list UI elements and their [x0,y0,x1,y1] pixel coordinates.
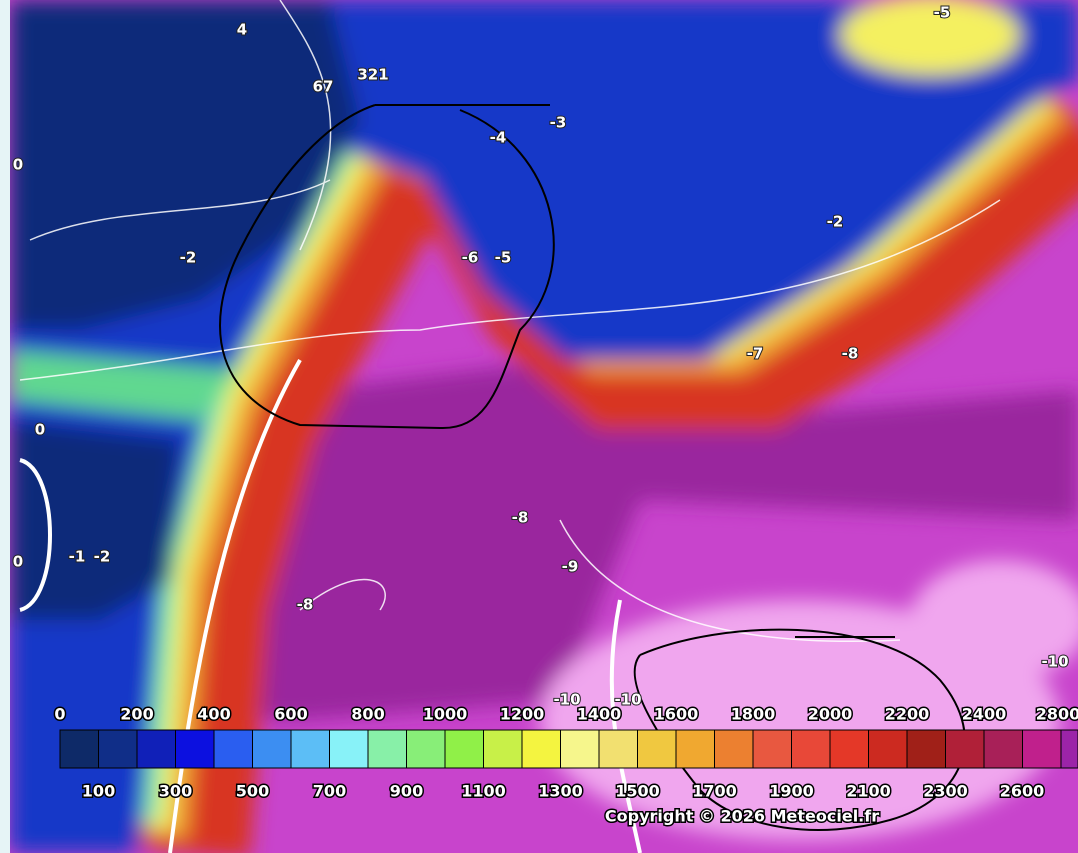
colorbar-cell [136,729,176,769]
colorbar-top-label: 2200 [885,705,930,724]
contour-label: -10 [553,691,580,709]
colorbar-cell [175,729,215,769]
colorbar-cell [714,729,754,769]
colorbar-bottom-label: 1100 [461,782,506,801]
contour-label: 0 [13,553,23,571]
colorbar: 0 200 400 600 800 1000 1200 1400 1600 1800 2000 220… [53,703,1078,802]
contour-label: -10 [1041,653,1068,671]
colorbar-cell [329,729,369,769]
colorbar-bottom-label: 900 [390,782,423,801]
colorbar-bottom-label: 2300 [923,782,968,801]
colorbar-top-label: 1600 [654,705,699,724]
colorbar-bottom-label: 100 [82,782,115,801]
colorbar-cell [752,729,792,769]
colorbar-cell [1022,729,1062,769]
colorbar-bottom-label: 1300 [538,782,583,801]
contour-label: -2 [827,213,844,231]
colorbar-top-label: 2000 [808,705,853,724]
colorbar-cell [1060,729,1078,769]
contour-label: -3 [550,114,567,132]
contour-label: -8 [512,509,529,527]
colorbar-cell [483,729,523,769]
colorbar-bottom-label: 700 [313,782,346,801]
colorbar-bottom-label: 1700 [692,782,737,801]
colorbar-top-label: 2800 [1036,705,1078,724]
colorbar-cell [675,729,715,769]
contour-label: 67 [313,78,334,96]
contour-label: -4 [490,129,507,147]
colorbar-cell [367,729,407,769]
colorbar-bottom-label: 2100 [846,782,891,801]
colorbar-cell [290,729,330,769]
colorbar-bottom-label: 1900 [769,782,814,801]
colorbar-cell [945,729,985,769]
colorbar-cell [983,729,1023,769]
colorbar-top-label: 600 [274,705,307,724]
colorbar-top-label: 200 [120,705,153,724]
contour-label: 0 [35,421,45,439]
colorbar-cell [829,729,869,769]
colorbar-top-label: 1000 [423,705,468,724]
colorbar-cell [868,729,908,769]
colorbar-top-label: 2400 [962,705,1007,724]
contour-label: 321 [357,66,388,84]
map-field [10,0,1078,853]
colorbar-top-label: 1800 [731,705,776,724]
contour-label: -8 [297,596,314,614]
colorbar-cell [791,729,831,769]
thick-isolines [19,359,642,853]
isolines [19,0,1001,643]
contour-label: -6 [462,249,479,267]
contour-label: -10 [614,691,641,709]
contour-label: -1 [69,548,86,566]
copyright: Copyright © 2026 Meteociel.fr [605,807,879,826]
contour-label: -5 [495,249,512,267]
colorbar-cell [598,729,638,769]
contour-label: -9 [562,558,579,576]
contour-labels: 4 67 321 -5 -3 -4 0 -2 -6 -5 -2 -7 -8 0 … [12,3,1070,710]
colorbar-cell [560,729,600,769]
contour-label: -2 [94,548,111,566]
colorbar-cell [213,729,253,769]
contour-label: -5 [934,4,951,22]
contour-label: -8 [842,345,859,363]
colorbar-top-label: 0 [54,705,65,724]
contour-label: -2 [180,249,197,267]
colorbar-bottom-label: 2600 [1000,782,1045,801]
colorbar-cell [59,729,99,769]
colorbar-bottom-label: 1500 [615,782,660,801]
colorbar-top-label: 1400 [577,705,622,724]
colorbar-cell [98,729,138,769]
colorbar-top-label: 1200 [500,705,545,724]
contour-label: -7 [747,345,764,363]
contour-label: 0 [13,156,23,174]
colorbar-top-label: 400 [197,705,230,724]
colorbar-cell [521,729,561,769]
colorbar-cell [252,729,292,769]
colorbar-top-label: 800 [351,705,384,724]
colorbar-cell [637,729,677,769]
colorbar-cell [444,729,484,769]
colorbar-bottom-label: 500 [236,782,269,801]
colorbar-bottom-label: 300 [159,782,192,801]
colorbar-cell [406,729,446,769]
colorbar-cell [906,729,946,769]
contour-label: 4 [237,21,247,39]
